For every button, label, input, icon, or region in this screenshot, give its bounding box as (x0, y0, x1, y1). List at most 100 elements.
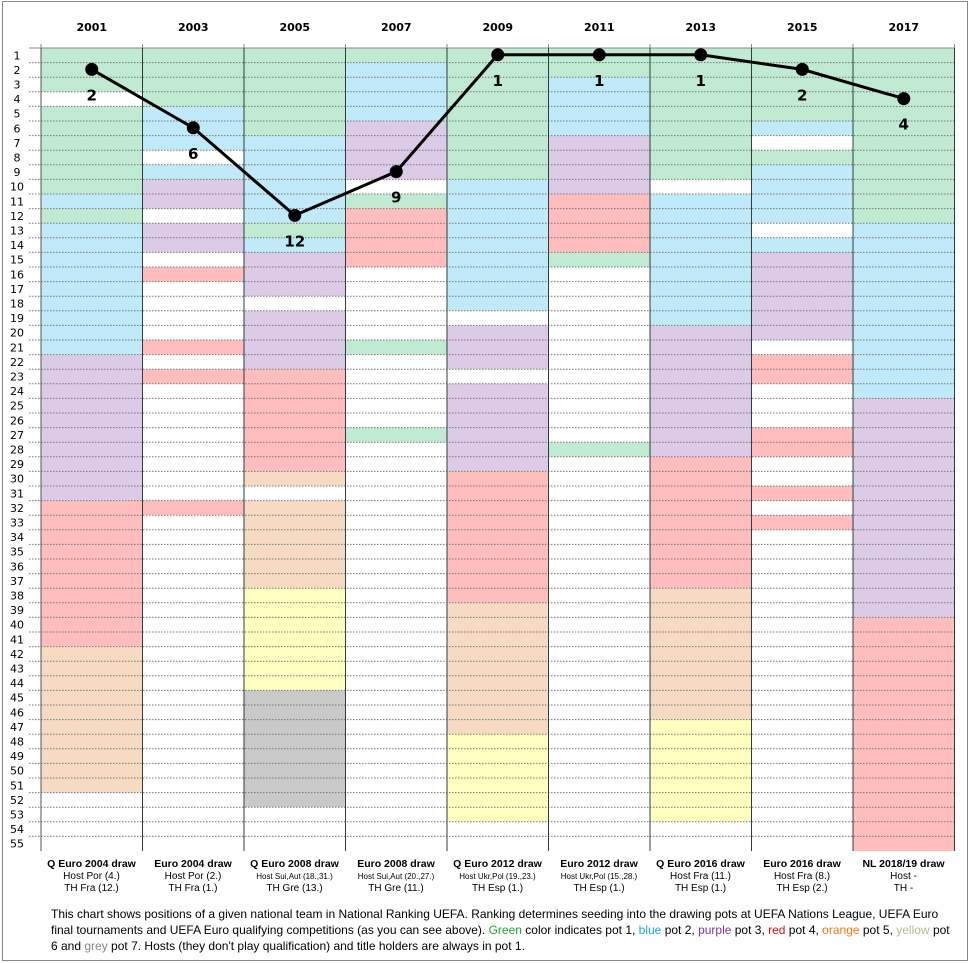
row-label: 3 (14, 79, 21, 92)
pot-segment-R (142, 340, 244, 355)
pot-segment-B (41, 194, 143, 209)
draw-name: Q Euro 2012 draw (453, 858, 542, 870)
draw-caption: Q Euro 2016 draw Host Fra (11.) TH Esp (1.… (650, 858, 751, 895)
pot-segment-G (548, 442, 650, 457)
pot-segment-B (41, 223, 143, 355)
point-value-label: 2 (797, 86, 807, 104)
year-label: 2013 (685, 21, 716, 34)
row-label: 30 (10, 473, 24, 486)
pot-segment-G (548, 252, 650, 267)
ranking-point (288, 208, 302, 222)
description-text: pot 7. Hosts (they don't play qualificat… (107, 939, 525, 953)
pot-segment-R (142, 267, 244, 282)
pot-segment-W (345, 267, 447, 340)
row-label: 29 (10, 458, 24, 471)
pot-segment-W (751, 223, 853, 238)
row-label: 48 (10, 736, 24, 749)
title-holder-info: TH Fra (12.) (64, 883, 119, 894)
row-label: 12 (10, 210, 24, 223)
pot-segment-W (751, 340, 853, 355)
pot-segment-O (447, 602, 549, 735)
host-info: Host Fra (11.) (670, 871, 731, 882)
pot-segment-R (650, 456, 752, 589)
pot-segment-W (345, 354, 447, 428)
pot-segment-W (142, 208, 244, 224)
row-label: 31 (10, 487, 24, 500)
draw-name: NL 2018/19 draw (862, 858, 945, 870)
draw-caption: Euro 2008 draw Host Sui,Aut (20.,27.) TH G… (346, 858, 447, 895)
pot-segment-Y (244, 588, 346, 691)
pot-segment-W (447, 310, 549, 326)
row-label: 7 (14, 137, 21, 150)
row-label: 39 (10, 604, 24, 617)
draw-name: Euro 2012 draw (560, 858, 638, 870)
row-label: 47 (10, 721, 24, 734)
year-label: 2005 (279, 21, 310, 34)
row-label: 27 (10, 429, 24, 442)
row-label: 11 (10, 195, 24, 208)
row-label: 5 (14, 108, 21, 121)
pot-segment-W (751, 500, 853, 516)
row-label: 15 (10, 254, 24, 267)
draw-name: Q Euro 2008 draw (250, 858, 339, 870)
host-info: Host Fra (8.) (773, 871, 831, 882)
ranking-point (795, 62, 809, 76)
row-label: 44 (10, 677, 24, 690)
title-holder-info: TH - (893, 883, 914, 894)
year-label: 2015 (787, 21, 818, 34)
chart-description: This chart shows positions of a given na… (51, 906, 951, 954)
pot-segment-P (447, 325, 549, 370)
pot-segment-W (142, 383, 244, 501)
pot-segment-B (751, 121, 853, 136)
title-holder-info: TH Esp (1.) (674, 883, 727, 894)
ranking-point (491, 48, 505, 62)
row-label: 41 (10, 633, 24, 646)
title-holder-info: TH Gre (11.) (368, 883, 424, 894)
row-label: 35 (10, 546, 24, 559)
point-value-label: 1 (493, 72, 503, 90)
host-info: Host Por (4.) (63, 871, 120, 882)
row-label: 33 (10, 517, 24, 530)
row-label: 25 (10, 400, 24, 413)
draw-name: Q Euro 2016 draw (656, 858, 745, 870)
draw-name: Euro 2004 draw (154, 858, 232, 870)
row-label: 34 (10, 531, 24, 544)
pot-segment-W (142, 252, 244, 267)
pot-segment-W (548, 456, 650, 851)
point-value-label: 12 (284, 232, 305, 250)
year-label: 2011 (584, 21, 615, 34)
pot-segment-R (142, 369, 244, 384)
row-label: 20 (10, 327, 24, 340)
pot-segment-B (650, 194, 752, 326)
row-label: 9 (14, 166, 21, 179)
ranking-point (897, 92, 911, 106)
host-info: Host Ukr,Pol (15.,28.) (560, 872, 638, 881)
legend-purple: purple (698, 923, 732, 937)
pot-segment-W (244, 296, 346, 311)
draw-caption: Q Euro 2012 draw Host Ukr,Pol (19.,23.) TH… (447, 858, 548, 895)
point-value-label: 4 (899, 116, 909, 134)
pot-segment-B (244, 237, 346, 253)
legend-orange: orange (822, 923, 860, 937)
host-info: Host Sui,Aut (20.,27.) (357, 872, 435, 881)
pot-segment-G (244, 223, 346, 238)
row-label: 10 (10, 181, 24, 194)
legend-red: red (768, 923, 786, 937)
draw-caption: Q Euro 2004 draw Host Por (4.) TH Fra (12.… (41, 858, 142, 895)
row-label: 6 (14, 122, 21, 135)
row-label: 55 (10, 838, 24, 851)
description-intro: This chart shows positions of a given na… (51, 907, 939, 937)
pot-segment-W (142, 354, 244, 370)
row-label: 36 (10, 560, 24, 573)
year-label: 2017 (888, 21, 919, 34)
pot-segment-G (751, 150, 853, 165)
pot-segment-W (447, 369, 549, 384)
row-label: 53 (10, 809, 24, 822)
title-holder-info: TH Esp (2.) (776, 883, 828, 894)
year-label: 2007 (381, 21, 412, 34)
description-text: pot 3, (731, 923, 769, 937)
row-label: 43 (10, 663, 24, 676)
pot-segment-R (142, 500, 244, 516)
pot-segment-Y (650, 719, 752, 822)
